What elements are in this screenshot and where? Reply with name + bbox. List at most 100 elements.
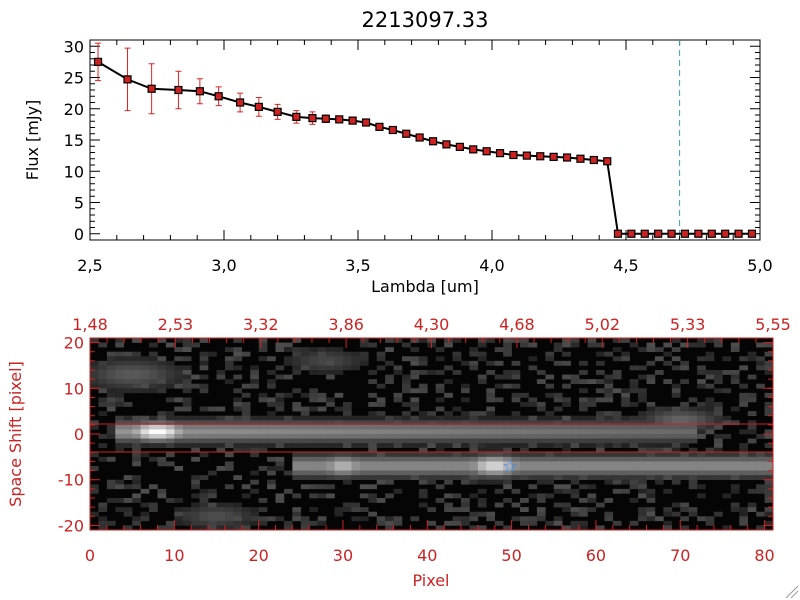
image-pixel xyxy=(300,406,310,412)
spectral-image-plot: ☆ 0 10 20 30 40 50 60 70 801,48 2,53 3,32 3,86 4,30 4… xyxy=(6,315,791,590)
image-pixel xyxy=(140,516,150,522)
image-pixel xyxy=(604,456,614,462)
image-pixel xyxy=(376,429,386,435)
image-pixel xyxy=(587,456,597,462)
image-pixel xyxy=(587,342,597,348)
image-pixel xyxy=(275,424,285,430)
image-pixel xyxy=(90,360,99,366)
image-pixel xyxy=(418,438,428,444)
image-pixel xyxy=(587,470,597,476)
image-pixel xyxy=(376,520,386,526)
image-pixel xyxy=(149,443,158,449)
image-pixel xyxy=(368,452,377,458)
image-pixel xyxy=(680,502,689,508)
image-pixel xyxy=(241,507,251,513)
image-pixel xyxy=(469,429,479,435)
image-pixel xyxy=(747,392,757,398)
image-pixel xyxy=(553,438,563,444)
image-pixel xyxy=(520,443,529,449)
image-pixel xyxy=(461,397,470,403)
image-pixel xyxy=(435,470,445,476)
image-pixel xyxy=(300,360,310,366)
image-pixel xyxy=(368,434,377,439)
image-pixel xyxy=(300,424,310,430)
image-pixel xyxy=(730,374,740,380)
image-pixel xyxy=(680,406,689,412)
image-pixel xyxy=(629,424,639,430)
image-pixel xyxy=(267,379,276,385)
image-pixel xyxy=(267,429,276,435)
image-pixel xyxy=(579,470,588,476)
image-pixel xyxy=(452,351,462,357)
image-pixel xyxy=(477,415,487,421)
image-pixel xyxy=(216,516,226,522)
image-pixel xyxy=(612,420,622,426)
image-pixel xyxy=(595,452,605,458)
image-pixel xyxy=(157,488,167,494)
image-pixel xyxy=(98,402,108,407)
image-pixel xyxy=(149,415,158,421)
image-pixel xyxy=(705,420,715,426)
image-pixel xyxy=(208,429,217,435)
image-pixel xyxy=(722,493,732,499)
image-pixel xyxy=(106,434,116,439)
image-pixel xyxy=(435,461,445,467)
image-pixel xyxy=(224,484,234,490)
image-pixel xyxy=(300,456,310,462)
image-pixel xyxy=(326,420,335,426)
image-pixel xyxy=(300,443,310,449)
image-pixel xyxy=(191,507,200,513)
image-pixel xyxy=(174,466,184,471)
image-pixel xyxy=(385,516,394,522)
image-pixel xyxy=(401,443,411,449)
image-pixel xyxy=(663,429,673,435)
image-pixel xyxy=(705,424,715,430)
image-pixel xyxy=(326,470,335,476)
image-pixel xyxy=(646,493,656,499)
x-tick-label: 40 xyxy=(417,546,437,565)
image-pixel xyxy=(300,461,310,467)
image-pixel xyxy=(469,525,479,531)
image-pixel xyxy=(528,342,538,348)
image-pixel xyxy=(646,475,656,481)
image-pixel xyxy=(275,365,285,371)
image-pixel xyxy=(376,516,386,522)
image-pixel xyxy=(208,488,217,494)
image-pixel xyxy=(393,338,403,343)
image-pixel xyxy=(730,470,740,476)
image-pixel xyxy=(309,520,318,526)
image-pixel xyxy=(385,424,394,430)
image-pixel xyxy=(697,456,706,462)
image-pixel xyxy=(98,365,108,371)
image-pixel xyxy=(334,466,344,471)
image-pixel xyxy=(267,356,276,362)
image-pixel xyxy=(562,374,571,380)
image-pixel xyxy=(756,356,765,362)
image-pixel xyxy=(123,498,133,503)
image-pixel xyxy=(503,452,512,458)
image-pixel xyxy=(595,429,605,435)
image-pixel xyxy=(671,388,681,394)
image-pixel xyxy=(224,424,234,430)
image-pixel xyxy=(612,520,622,526)
image-pixel xyxy=(739,443,748,449)
image-pixel xyxy=(452,493,462,499)
top-tick-label: 4,68 xyxy=(499,315,535,334)
image-pixel xyxy=(359,470,369,476)
image-pixel xyxy=(165,461,175,467)
image-pixel xyxy=(258,392,268,398)
image-pixel xyxy=(98,374,108,380)
image-pixel xyxy=(140,452,150,458)
image-pixel xyxy=(646,415,656,421)
image-pixel xyxy=(638,438,647,444)
image-pixel xyxy=(199,424,209,430)
image-pixel xyxy=(199,351,209,357)
image-pixel xyxy=(317,466,327,471)
image-pixel xyxy=(705,374,715,380)
image-pixel xyxy=(267,484,276,490)
data-point xyxy=(321,114,330,123)
image-pixel xyxy=(123,429,133,435)
image-pixel xyxy=(604,438,614,444)
image-pixel xyxy=(629,342,639,348)
image-pixel xyxy=(385,475,394,481)
